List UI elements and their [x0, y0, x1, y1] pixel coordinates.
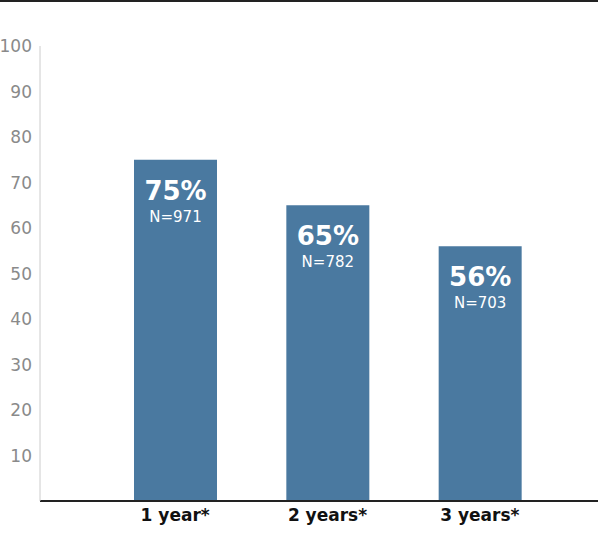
svg-text:50: 50	[10, 264, 32, 284]
svg-text:60: 60	[10, 218, 32, 238]
svg-text:20: 20	[10, 400, 32, 420]
svg-text:N=782: N=782	[302, 253, 354, 271]
svg-text:N=971: N=971	[149, 208, 201, 226]
svg-text:70: 70	[10, 173, 32, 193]
svg-text:40: 40	[10, 309, 32, 329]
svg-text:1 year*: 1 year*	[141, 505, 210, 525]
svg-text:3 years*: 3 years*	[440, 505, 519, 525]
svg-text:90: 90	[10, 82, 32, 102]
svg-text:10: 10	[10, 446, 32, 466]
svg-text:N=703: N=703	[454, 294, 506, 312]
svg-text:2 years*: 2 years*	[288, 505, 367, 525]
svg-text:75%: 75%	[144, 176, 206, 206]
svg-text:65%: 65%	[297, 221, 359, 251]
svg-text:30: 30	[10, 355, 32, 375]
svg-text:56%: 56%	[449, 262, 511, 292]
svg-text:100: 100	[8, 36, 32, 56]
svg-text:80: 80	[10, 127, 32, 147]
